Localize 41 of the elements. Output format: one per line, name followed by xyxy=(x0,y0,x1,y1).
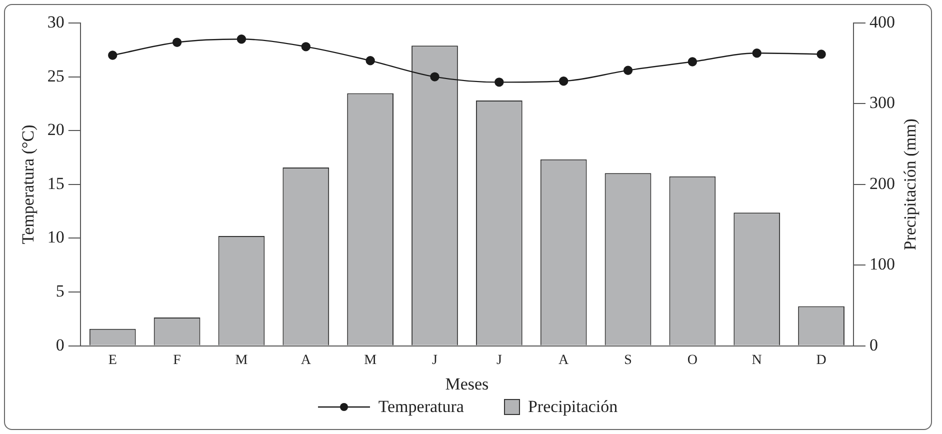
point xyxy=(108,50,118,60)
point xyxy=(558,76,568,86)
y-tick-label: 15 xyxy=(47,174,64,193)
point xyxy=(366,56,375,66)
point xyxy=(688,57,698,66)
y2-tick-label: 400 xyxy=(870,12,895,32)
point xyxy=(816,50,826,59)
x-tick-label: J xyxy=(432,352,438,368)
y-tick-label: 25 xyxy=(47,66,64,86)
x-tick-label: A xyxy=(558,352,570,368)
y-axis-title: Temperatura (°C) xyxy=(18,124,38,244)
y-tick-label: 20 xyxy=(47,120,64,140)
y-tick-label: 10 xyxy=(47,228,64,247)
x-tick-label: S xyxy=(624,352,632,368)
x-tick-label: E xyxy=(108,352,117,368)
x-tick-label: F xyxy=(173,352,182,368)
y2-tick-label: 100 xyxy=(870,254,895,274)
point xyxy=(236,34,246,44)
legend-label: Precipitación xyxy=(528,397,618,417)
x-tick-label: M xyxy=(364,352,378,368)
x-tick-label: N xyxy=(752,352,762,368)
y-tick-label: 5 xyxy=(56,281,64,300)
y-tick-label: 0 xyxy=(56,335,64,354)
point xyxy=(172,38,182,47)
x-tick-label: M xyxy=(235,352,248,368)
point xyxy=(752,48,762,58)
y2-axis-title: Precipitación (mm) xyxy=(900,118,920,250)
x-tick-label: A xyxy=(300,352,312,368)
x-axis-title: Meses xyxy=(445,374,489,394)
x-tick-label: O xyxy=(687,352,698,368)
y-tick-label: 30 xyxy=(47,12,64,32)
x-tick-label: D xyxy=(816,352,826,368)
y2-tick-label: 0 xyxy=(870,335,878,354)
point xyxy=(430,72,440,82)
y2-tick-label: 200 xyxy=(870,174,895,193)
point xyxy=(494,78,504,87)
point xyxy=(301,42,310,52)
point xyxy=(623,66,633,75)
x-tick-label: J xyxy=(496,352,502,368)
legend-label: Temperatura xyxy=(378,397,464,417)
y2-tick-label: 300 xyxy=(870,93,895,112)
